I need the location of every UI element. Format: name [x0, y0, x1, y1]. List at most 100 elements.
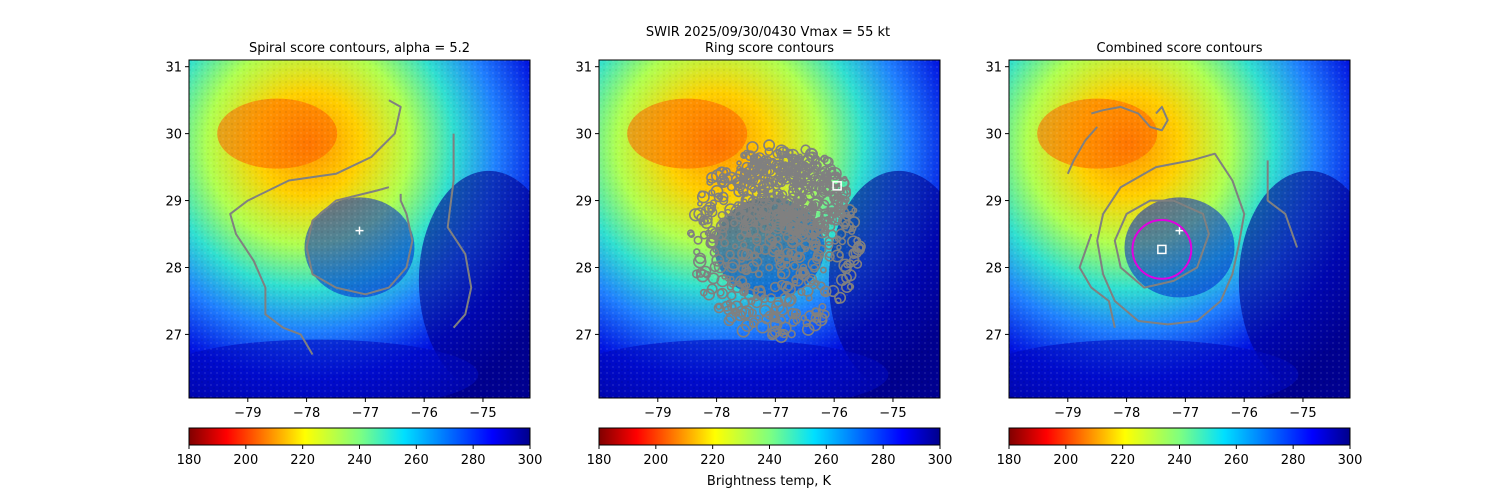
ring-contour: [754, 205, 761, 213]
panel-2: Ring score contours −79 −78 −77 −76 −75 27 28 29…: [575, 41, 952, 468]
ring-contour: [776, 258, 786, 268]
ring-contour: [782, 146, 790, 154]
ring-contour: [716, 287, 729, 300]
ring-contour-cloud: [686, 139, 866, 344]
ring-contour: [741, 319, 754, 332]
ring-contour: [721, 300, 733, 312]
ring-contour: [776, 150, 786, 160]
colorbar-tick-label: 240: [757, 453, 782, 468]
x-tick-label: −78: [293, 406, 320, 421]
ring-contour: [826, 168, 837, 180]
ring-contour: [740, 305, 754, 319]
ring-contour: [746, 176, 754, 184]
panel-title: Spiral score contours, alpha = 5.2: [249, 41, 470, 56]
ring-contour: [795, 253, 802, 259]
figure-suptitle: SWIR 2025/09/30/0430 Vmax = 55 kt: [646, 25, 890, 40]
ring-contour: [724, 208, 732, 217]
colorbar: 180 200 220 240 260 280 300: [997, 427, 1362, 468]
ring-contour: [773, 194, 784, 205]
ring-contour: [741, 288, 749, 296]
ring-contour: [780, 280, 793, 293]
colorbar-tick-label: 260: [404, 453, 429, 468]
ring-contour: [752, 168, 762, 178]
score-contour: [1091, 105, 1169, 132]
ring-contour: [791, 231, 799, 239]
ring-contour: [853, 240, 866, 253]
ring-contour: [715, 226, 722, 233]
ring-contour: [802, 181, 814, 193]
ring-contour: [800, 314, 808, 322]
ring-contour: [699, 265, 712, 278]
ring-contour: [710, 169, 725, 183]
ring-contour: [715, 219, 729, 234]
y-tick-label: 29: [985, 195, 1002, 210]
ring-contour: [801, 204, 809, 212]
ring-contour: [801, 323, 815, 336]
ring-contour: [722, 261, 730, 270]
ring-contour: [793, 198, 802, 206]
x-tick-label: −77: [1172, 406, 1199, 421]
ring-contour: [838, 258, 852, 273]
ring-contour: [785, 218, 798, 231]
colorbar-tick-label: 200: [1053, 453, 1078, 468]
ring-contour: [847, 216, 861, 229]
satellite-image: [1009, 60, 1350, 398]
y-tick-label: 27: [985, 328, 1002, 343]
ring-contour: [751, 188, 761, 198]
x-tick-label: −75: [469, 406, 496, 421]
ring-contour: [719, 195, 729, 206]
x-tick-label: −75: [879, 406, 906, 421]
axes-frame: [188, 59, 531, 399]
ring-contour: [764, 147, 774, 157]
ring-contour: [743, 191, 749, 197]
ring-contour: [809, 203, 818, 213]
ring-contour: [706, 236, 719, 248]
ring-contour: [706, 206, 718, 218]
ring-contour: [805, 294, 813, 302]
ring-contour: [693, 248, 701, 256]
score-contour: [1113, 199, 1210, 289]
ring-contour: [840, 281, 853, 294]
fit-circle-marker: [1131, 219, 1193, 280]
ring-contour: [756, 209, 768, 221]
center-square-marker: [1157, 244, 1167, 255]
colorbar-gradient: [598, 427, 941, 446]
ring-contour: [759, 222, 770, 233]
ring-contour: [813, 280, 821, 287]
ring-contour: [811, 307, 822, 318]
colorbar-tick-label: 240: [347, 453, 372, 468]
y-tick-label: 30: [165, 128, 182, 143]
ring-contour: [832, 213, 843, 224]
ring-contour: [818, 302, 827, 311]
ring-contour: [708, 189, 716, 197]
ring-contour: [790, 154, 798, 162]
ring-contour: [745, 216, 754, 225]
ring-contour: [773, 219, 786, 232]
ring-contour: [850, 247, 862, 259]
ring-contour: [793, 251, 803, 261]
ring-contour: [693, 235, 703, 245]
y-tick-label: 31: [165, 61, 182, 76]
ring-contour: [772, 183, 781, 191]
ring-contour: [721, 273, 728, 280]
ring-contour: [827, 284, 840, 298]
ring-contour: [739, 222, 749, 232]
ring-contour: [730, 307, 741, 318]
ring-contour: [733, 186, 744, 198]
ring-contour: [775, 173, 782, 181]
colorbar-tick-label: 280: [461, 453, 486, 468]
ring-contour: [805, 220, 816, 230]
ring-contour: [756, 290, 766, 301]
panel-title: Combined score contours: [1097, 41, 1263, 56]
ring-contour: [824, 241, 834, 250]
ring-contour: [799, 194, 808, 203]
ring-contour: [750, 219, 759, 228]
ring-contour: [791, 161, 804, 174]
ring-contour: [763, 155, 772, 164]
ring-contour: [777, 205, 784, 212]
ring-contour: [837, 214, 851, 228]
ring-contour: [749, 320, 757, 329]
ring-contour: [777, 265, 791, 280]
ring-contour: [697, 190, 706, 199]
